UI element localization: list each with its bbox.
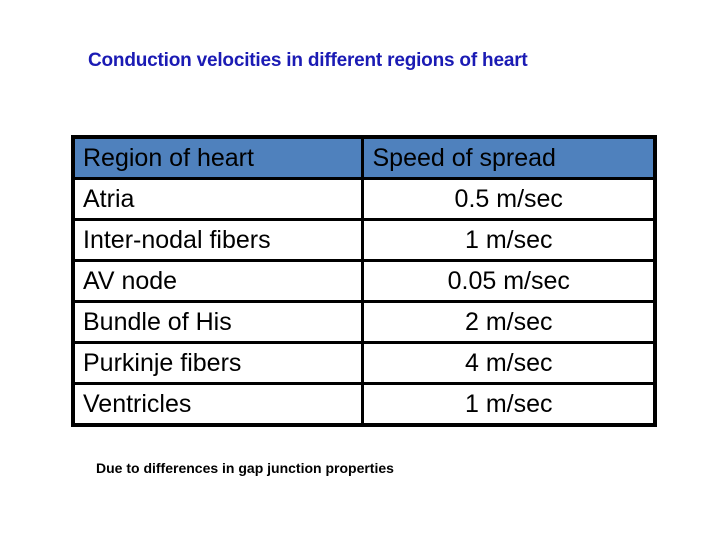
slide-caption: Due to differences in gap junction prope… <box>96 460 394 476</box>
speed-cell: 0.5 m/sec <box>361 177 657 221</box>
region-cell: Bundle of His <box>71 300 365 344</box>
conduction-table-container: Region of heart Speed of spread Atria 0.… <box>71 135 657 427</box>
region-cell: AV node <box>71 259 365 303</box>
conduction-velocity-table: Region of heart Speed of spread Atria 0.… <box>71 135 657 427</box>
speed-cell: 2 m/sec <box>361 300 657 344</box>
column-header-speed: Speed of spread <box>361 135 657 180</box>
table-row: Inter-nodal fibers 1 m/sec <box>71 218 657 262</box>
table-row: AV node 0.05 m/sec <box>71 259 657 303</box>
table-row: Atria 0.5 m/sec <box>71 177 657 221</box>
region-cell: Inter-nodal fibers <box>71 218 365 262</box>
column-header-region: Region of heart <box>71 135 365 180</box>
speed-cell: 4 m/sec <box>361 341 657 385</box>
table-row: Bundle of His 2 m/sec <box>71 300 657 344</box>
speed-cell: 1 m/sec <box>361 382 657 427</box>
slide-title: Conduction velocities in different regio… <box>88 50 528 71</box>
speed-cell: 0.05 m/sec <box>361 259 657 303</box>
table-header-row: Region of heart Speed of spread <box>71 135 657 180</box>
region-cell: Purkinje fibers <box>71 341 365 385</box>
region-cell: Ventricles <box>71 382 365 427</box>
speed-cell: 1 m/sec <box>361 218 657 262</box>
region-cell: Atria <box>71 177 365 221</box>
table-row: Ventricles 1 m/sec <box>71 382 657 427</box>
table-row: Purkinje fibers 4 m/sec <box>71 341 657 385</box>
